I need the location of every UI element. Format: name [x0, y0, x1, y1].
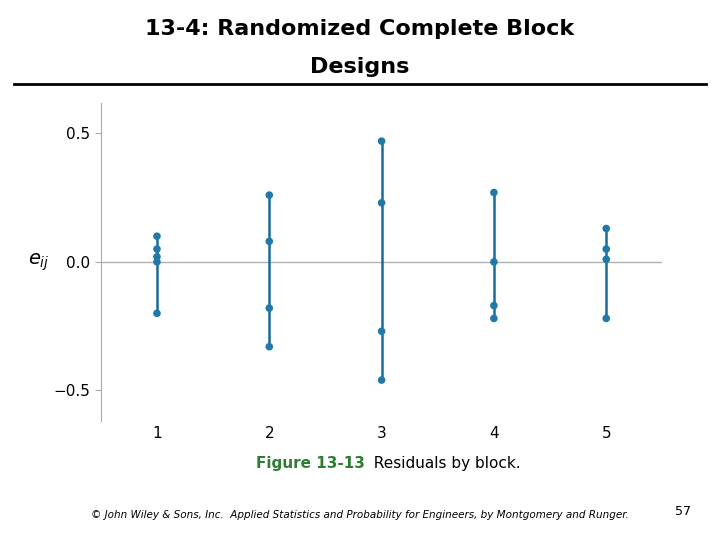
Point: [600, 314, 612, 323]
Text: Residuals by block.: Residuals by block.: [364, 456, 521, 471]
Point: [151, 252, 163, 261]
Point: [600, 255, 612, 264]
Point: [151, 245, 163, 253]
Point: [264, 237, 275, 246]
Point: [376, 199, 387, 207]
Point: [151, 258, 163, 266]
Point: [376, 327, 387, 335]
Text: © John Wiley & Sons, Inc.  Applied Statistics and Probability for Engineers, by : © John Wiley & Sons, Inc. Applied Statis…: [91, 510, 629, 521]
Point: [488, 314, 500, 323]
Point: [376, 376, 387, 384]
Point: [264, 304, 275, 313]
Point: [376, 137, 387, 145]
Point: [488, 188, 500, 197]
Point: [488, 258, 500, 266]
Point: [600, 245, 612, 253]
Point: [264, 342, 275, 351]
Text: $e_{ij}$: $e_{ij}$: [28, 251, 50, 273]
Text: Figure 13-13: Figure 13-13: [256, 456, 364, 471]
Point: [151, 232, 163, 240]
Point: [488, 301, 500, 310]
Point: [264, 191, 275, 199]
Text: Designs: Designs: [310, 57, 410, 77]
Point: [600, 224, 612, 233]
Point: [151, 309, 163, 318]
Text: 57: 57: [675, 505, 691, 518]
Text: 13-4: Randomized Complete Block: 13-4: Randomized Complete Block: [145, 19, 575, 39]
